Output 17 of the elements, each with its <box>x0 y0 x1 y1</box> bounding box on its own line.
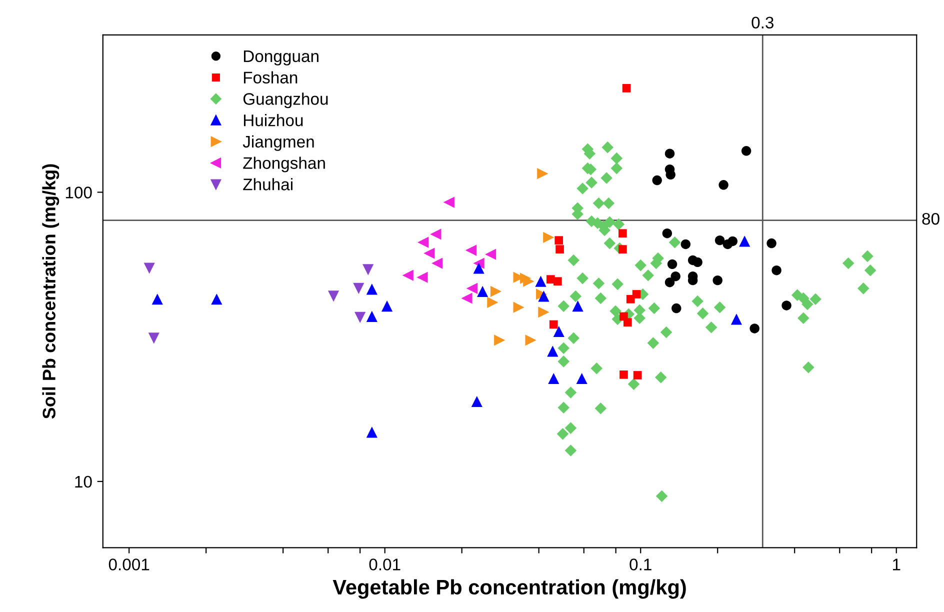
x-tick-label: 0.1 <box>630 558 652 570</box>
ref-line-label: 80 <box>922 212 940 225</box>
legend-label: Guangzhou <box>243 92 328 108</box>
x-tick-label: 1 <box>893 558 900 570</box>
x-tick-label: 0.001 <box>108 558 150 570</box>
x-axis-title: Vegetable Pb concentration (mg/kg) <box>332 579 686 599</box>
legend-label: Jiangmen <box>242 135 314 151</box>
legend-label: Huizhou <box>244 114 303 126</box>
legend-label: Dongguan <box>244 50 318 66</box>
y-tick-label: 10 <box>75 476 92 488</box>
legend-label: Foshan <box>244 71 298 84</box>
y-tick-label: 100 <box>66 186 92 198</box>
legend-label: Zhongshan <box>243 156 325 172</box>
legend-label: Zhuhai <box>243 178 292 190</box>
ref-line-label: 0.3 <box>752 16 774 29</box>
y-axis-title: Soil Pb concentration (mg/kg) <box>42 164 60 419</box>
x-tick-label: 0.01 <box>369 558 400 570</box>
